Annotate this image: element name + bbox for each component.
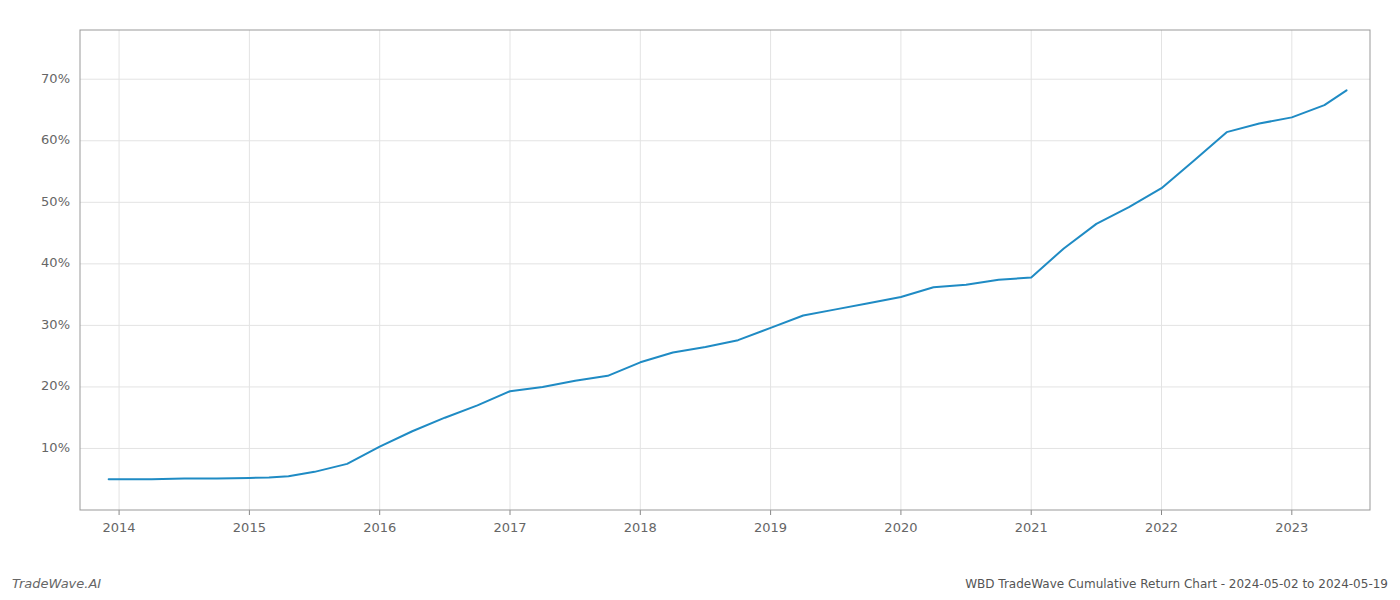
title: WBD TradeWave Cumulative Return Chart - … (965, 577, 1388, 591)
x-tick-mark (1291, 510, 1292, 515)
x-grid-line (1031, 30, 1032, 510)
x-tick-mark (770, 510, 771, 515)
y-tick-label: 70% (41, 71, 70, 86)
y-grid-line (80, 263, 1370, 264)
x-grid-line (1161, 30, 1162, 510)
y-grid-line (80, 448, 1370, 449)
x-tick-label: 2015 (233, 520, 266, 535)
x-tick-label: 2017 (493, 520, 526, 535)
x-tick-mark (900, 510, 901, 515)
x-tick-mark (510, 510, 511, 515)
x-tick-label: 2020 (884, 520, 917, 535)
y-grid-line (80, 386, 1370, 387)
y-tick-label: 60% (41, 132, 70, 147)
x-tick-mark (119, 510, 120, 515)
y-tick-label: 20% (41, 378, 70, 393)
x-grid-line (1291, 30, 1292, 510)
x-tick-label: 2022 (1145, 520, 1178, 535)
x-grid-line (640, 30, 641, 510)
chart: 10% 20% 30% 40% 50% 60% 70% 2014 2015 2016 2017 201… (0, 0, 1400, 600)
axes: 10% 20% 30% 40% 50% 60% 70% 2014 2015 2016 2017 201… (41, 30, 1370, 535)
y-tick-label: 30% (41, 317, 70, 332)
plot-frame (80, 30, 1370, 510)
y-grid-line (80, 79, 1370, 80)
x-grid-line (379, 30, 380, 510)
x-grid-line (900, 30, 901, 510)
x-tick-label: 2023 (1275, 520, 1308, 535)
x-tick-mark (1031, 510, 1032, 515)
x-tick-label: 2016 (363, 520, 396, 535)
x-grid-line (249, 30, 250, 510)
y-grid-line (80, 140, 1370, 141)
grid (80, 30, 1370, 510)
x-tick-label: 2018 (624, 520, 657, 535)
y-tick-label: 50% (41, 194, 70, 209)
x-tick-mark (1161, 510, 1162, 515)
line (109, 90, 1347, 479)
y-tick-label: 40% (41, 255, 70, 270)
watermark: TradeWave.AI (12, 576, 101, 591)
x-tick-mark (249, 510, 250, 515)
x-tick-label: 2019 (754, 520, 787, 535)
x-tick-mark (640, 510, 641, 515)
x-grid-line (770, 30, 771, 510)
x-tick-label: 2021 (1015, 520, 1048, 535)
y-grid-line (80, 202, 1370, 203)
x-grid-line (510, 30, 511, 510)
y-tick-label: 10% (41, 440, 70, 455)
x-tick-label: 2014 (103, 520, 136, 535)
series (109, 90, 1347, 479)
y-grid-line (80, 325, 1370, 326)
x-tick-mark (379, 510, 380, 515)
x-grid-line (119, 30, 120, 510)
